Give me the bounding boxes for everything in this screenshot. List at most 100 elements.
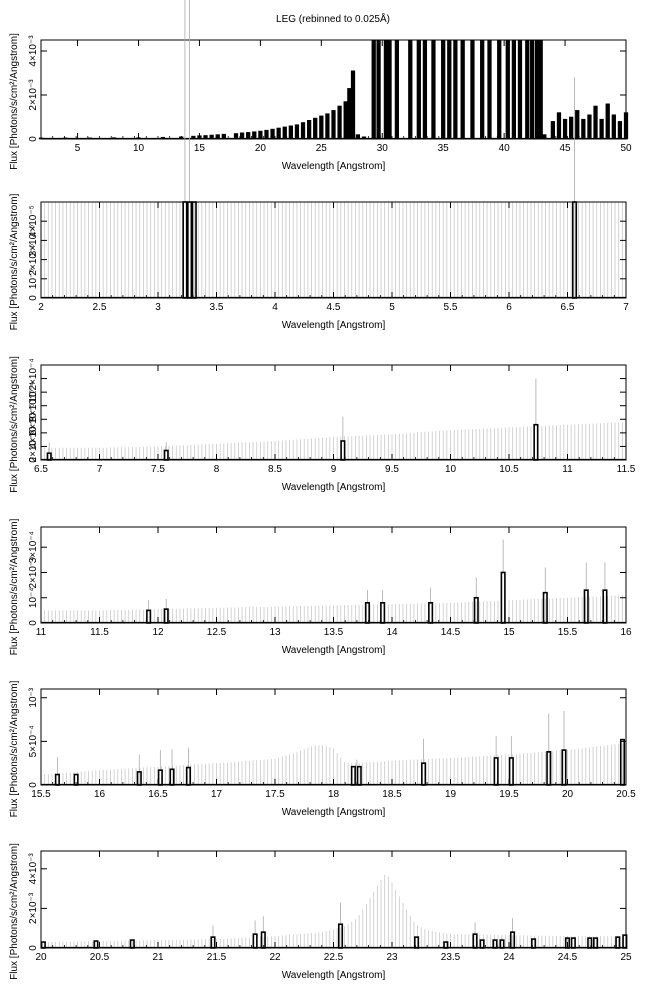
x-tick-label: 50	[620, 143, 632, 154]
data-bin	[288, 125, 293, 140]
data-bin	[371, 39, 376, 140]
y-axis-label: Flux [Photons/s/cm²/Angstrom]	[9, 356, 20, 493]
y-tick-label: 2×10⁻³	[28, 79, 39, 111]
y-tick-label: 4×10⁻³	[28, 35, 39, 67]
x-tick-label: 11	[562, 464, 573, 475]
data-bin	[282, 126, 287, 140]
y-tick-label: 3×10⁻⁵	[28, 224, 39, 256]
chart-panel-5: 15.5 16 16.5 17 17.5 18 18.5 19 19.5 20 20.5 0 5×10⁻…	[9, 680, 636, 818]
x-tick-label: 30	[377, 143, 389, 154]
x-tick-label: 7.5	[151, 464, 165, 475]
x-tick-label: 24.5	[558, 952, 578, 963]
x-tick-label: 19	[445, 789, 457, 800]
y-tick-label: 0	[28, 782, 39, 788]
x-axis-label: Wavelength [Angstrom]	[282, 970, 386, 981]
y-tick-label: 2×10⁻³	[28, 892, 39, 924]
y-tick-label: 4×10⁻³	[28, 853, 39, 885]
data-bin	[460, 39, 465, 140]
x-tick-label: 7	[623, 302, 629, 313]
x-axis-label: Wavelength [Angstrom]	[282, 807, 386, 818]
x-tick-label: 3	[155, 302, 161, 313]
x-tick-label: 45	[560, 143, 572, 154]
data-bin	[453, 39, 458, 140]
data-bin	[593, 937, 599, 949]
figure-title: LEG (rebinned to 0.025Å)	[276, 12, 390, 25]
x-tick-label: 13	[269, 627, 281, 638]
y-tick-label: 0	[28, 295, 39, 301]
x-tick-label: 2	[38, 302, 44, 313]
data-bin	[441, 39, 446, 140]
data-bin	[530, 39, 535, 140]
data-bin	[270, 128, 275, 140]
y-tick-label: 10⁻⁴	[28, 587, 39, 608]
data-bin	[550, 121, 556, 140]
y-tick-label: 1.2×10⁻⁴	[28, 358, 39, 398]
data-bin	[347, 88, 352, 140]
data-bin	[337, 105, 342, 140]
x-tick-label: 10	[133, 143, 145, 154]
data-bin	[313, 117, 318, 140]
y-tick-label: 10⁻³	[28, 687, 39, 707]
x-tick-label: 2.5	[93, 302, 107, 313]
x-tick-label: 6	[506, 302, 512, 313]
y-tick-label: 4×10⁻⁵	[28, 205, 39, 237]
x-tick-label: 18	[328, 789, 340, 800]
x-tick-label: 9.5	[385, 464, 399, 475]
data-bin	[416, 39, 421, 140]
y-tick-label: 4×10⁻⁵	[28, 417, 39, 449]
x-tick-label: 17.5	[265, 789, 285, 800]
data-bin	[350, 70, 356, 140]
x-axis-label: Wavelength [Angstrom]	[282, 161, 386, 172]
x-axis-label: Wavelength [Angstrom]	[282, 320, 386, 331]
data-bin	[569, 116, 574, 140]
y-tick-label: 2×10⁻⁵	[28, 430, 39, 462]
y-tick-label: 2×10⁻⁴	[28, 556, 39, 588]
data-bin	[54, 773, 60, 786]
data-bin	[593, 105, 598, 140]
chart-panel-3: 6.5 7 7.5 8 8.5 9 9.5 10 10.5 11 11.5 02×10⁻⁵4×10⁻⁵…	[9, 356, 636, 493]
data-bin	[538, 39, 543, 140]
x-tick-label: 20	[255, 143, 267, 154]
data-bin	[533, 423, 539, 461]
y-axis-label: Flux [Photons/s/cm²/Angstrom]	[9, 518, 20, 655]
y-axis-label: Flux [Photons/s/cm²/Angstrom]	[9, 680, 20, 817]
data-bin	[380, 601, 386, 624]
y-tick-label: 3×10⁻⁴	[28, 531, 39, 563]
chart-panel-2: 2 2.5 3 3.5 4 4.5 5 5.5 6 6.5 7010⁻⁵2×10⁻⁵3×10⁻⁵4×…	[9, 0, 629, 331]
y-tick-label: 2×10⁻⁵	[28, 244, 39, 276]
x-tick-label: 11	[36, 627, 47, 638]
data-bin	[487, 39, 492, 140]
data-bin	[421, 762, 427, 786]
x-tick-label: 11.5	[90, 627, 109, 638]
data-bin	[428, 601, 434, 624]
x-tick-label: 16	[620, 627, 632, 638]
x-tick-label: 23	[386, 952, 398, 963]
data-bin	[583, 589, 589, 624]
data-bin	[422, 39, 428, 140]
x-tick-label: 40	[499, 143, 511, 154]
data-bin	[617, 121, 623, 140]
x-tick-label: 4.5	[327, 302, 341, 313]
x-tick-label: 8	[214, 464, 220, 475]
data-bin	[264, 129, 269, 140]
x-tick-label: 3.5	[210, 302, 224, 313]
x-tick-label: 5	[389, 302, 395, 313]
data-bin	[387, 39, 392, 140]
data-bin	[394, 39, 400, 140]
data-bin	[343, 101, 348, 140]
data-bin	[431, 39, 436, 140]
y-tick-label: 0	[28, 136, 39, 142]
data-bin	[364, 601, 370, 624]
data-bin	[187, 201, 193, 299]
data-bin	[517, 39, 523, 140]
x-tick-label: 12.5	[207, 627, 227, 638]
data-bin	[479, 939, 485, 949]
data-bin	[325, 113, 330, 140]
data-bin	[300, 122, 306, 140]
data-bin	[408, 39, 413, 140]
data-bin	[383, 39, 389, 140]
x-tick-label: 9	[331, 464, 337, 475]
data-bin	[615, 936, 621, 949]
x-tick-label: 13.5	[324, 627, 344, 638]
